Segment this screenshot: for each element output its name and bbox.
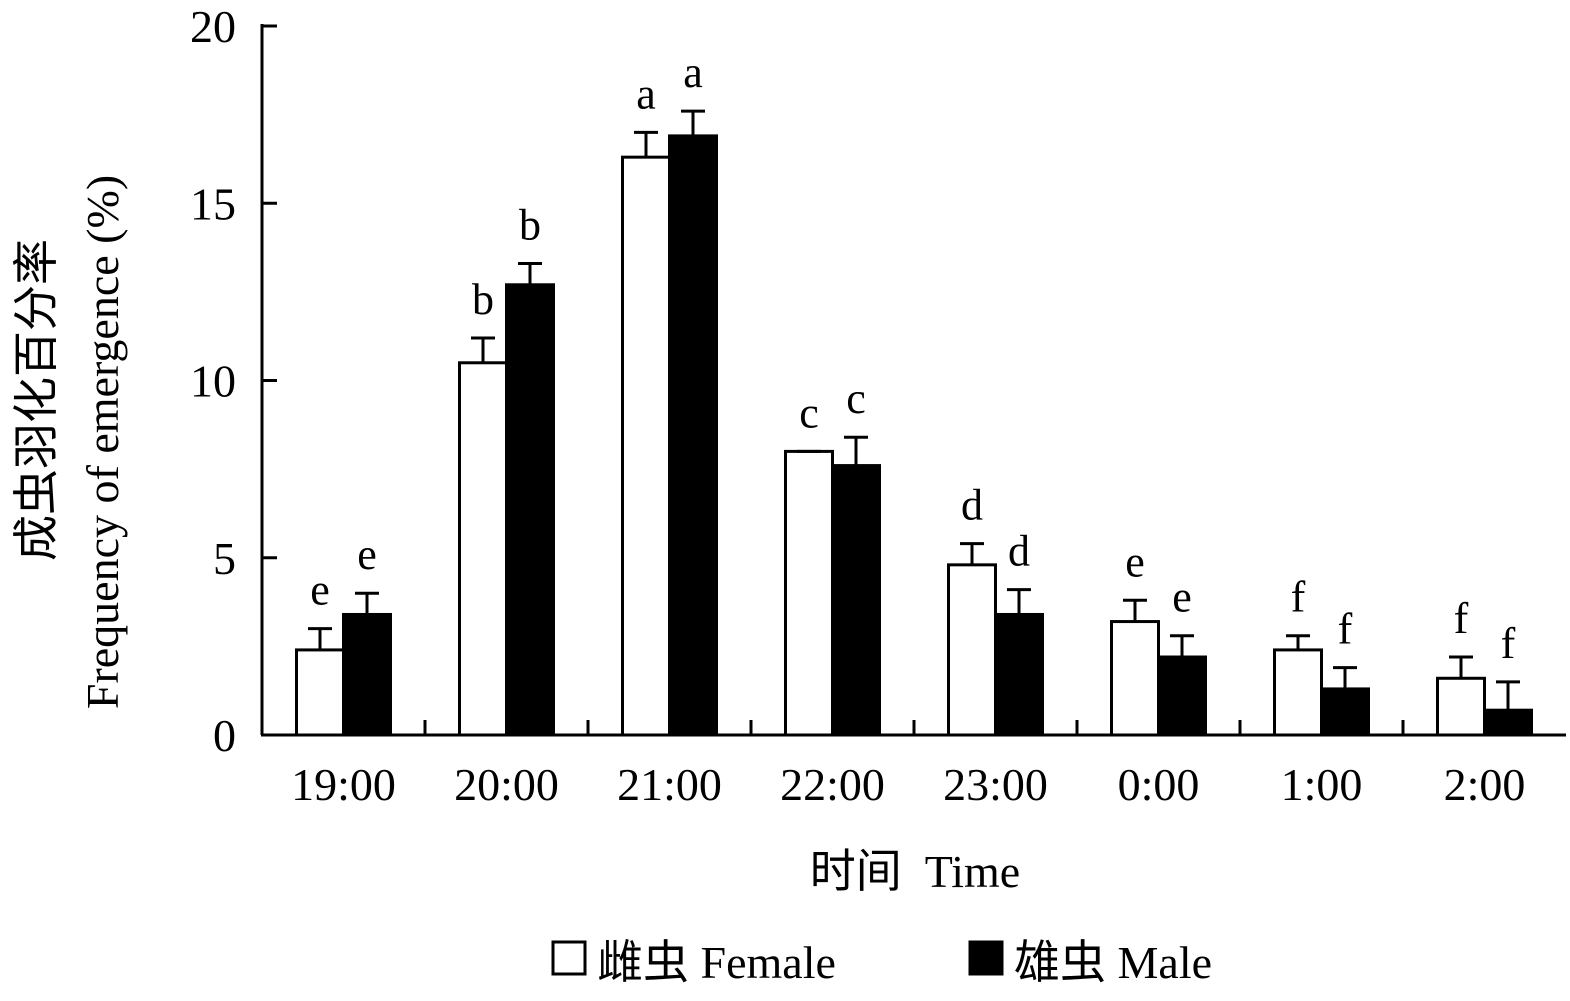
significance-label: b bbox=[519, 201, 541, 250]
y-tick-label: 10 bbox=[190, 356, 236, 407]
x-tick-label: 2:00 bbox=[1444, 759, 1526, 810]
y-tick-label: 5 bbox=[213, 533, 236, 584]
bar-male bbox=[831, 464, 881, 737]
y-tick-label: 20 bbox=[190, 1, 236, 52]
x-tick-label: 21:00 bbox=[617, 759, 722, 810]
significance-label: b bbox=[472, 275, 494, 324]
bar-male bbox=[994, 612, 1044, 737]
bar-male bbox=[1320, 687, 1370, 737]
bar-female bbox=[947, 563, 997, 737]
significance-label: d bbox=[1008, 527, 1030, 576]
bar-male bbox=[1483, 708, 1533, 737]
legend-label-female: 雌虫 Female bbox=[597, 937, 836, 988]
significance-label: f bbox=[1338, 605, 1353, 654]
x-tick-label: 23:00 bbox=[943, 759, 1048, 810]
bar-female bbox=[295, 648, 345, 737]
significance-label: f bbox=[1454, 594, 1469, 643]
y-tick-label: 15 bbox=[190, 178, 236, 229]
legend-swatch-male bbox=[968, 940, 1004, 976]
bar-female bbox=[458, 361, 508, 737]
y-axis-title-chinese: 成虫羽化百分率 bbox=[11, 239, 62, 561]
significance-label: e bbox=[310, 566, 330, 615]
bar-female bbox=[1436, 676, 1486, 737]
error-bars-group bbox=[308, 109, 1520, 711]
significance-label: d bbox=[961, 481, 983, 530]
legend-label-male: 雄虫 Male bbox=[1014, 937, 1212, 988]
x-tick-label: 0:00 bbox=[1118, 759, 1200, 810]
x-axis-title: 时间 Time bbox=[810, 846, 1020, 897]
x-tick-label: 22:00 bbox=[780, 759, 885, 810]
significance-label: a bbox=[683, 48, 703, 97]
significance-label: e bbox=[357, 530, 377, 579]
bar-female bbox=[621, 155, 671, 737]
bar-female bbox=[1110, 620, 1160, 737]
bar-female bbox=[784, 449, 834, 737]
significance-label: e bbox=[1172, 573, 1192, 622]
y-axis-ticks: 0 5 10 15 20 bbox=[190, 1, 277, 761]
legend-swatch-female bbox=[551, 940, 587, 976]
bar-male bbox=[668, 134, 718, 737]
x-tick-label: 19:00 bbox=[291, 759, 396, 810]
bars-group bbox=[295, 134, 1533, 737]
significance-label: a bbox=[636, 69, 656, 118]
bar-male bbox=[505, 283, 555, 737]
bar-female bbox=[1273, 648, 1323, 737]
bar-male bbox=[1157, 655, 1207, 737]
bar-male bbox=[342, 612, 392, 737]
significance-label: f bbox=[1291, 573, 1306, 622]
legend: 雌虫 Female 雄虫 Male bbox=[551, 937, 1212, 988]
y-tick-label: 0 bbox=[213, 710, 236, 761]
significance-label: c bbox=[846, 374, 866, 423]
x-axis-ticks: 19:00 20:00 21:00 22:00 23:00 0:00 1:00 2:00 bbox=[291, 720, 1525, 810]
y-axis-title-english: Frequency of emergence (%) bbox=[77, 175, 128, 709]
significance-label: e bbox=[1125, 537, 1145, 586]
x-tick-label: 20:00 bbox=[454, 759, 559, 810]
significance-label: c bbox=[799, 388, 819, 437]
significance-label: f bbox=[1501, 619, 1516, 668]
x-tick-label: 1:00 bbox=[1281, 759, 1363, 810]
